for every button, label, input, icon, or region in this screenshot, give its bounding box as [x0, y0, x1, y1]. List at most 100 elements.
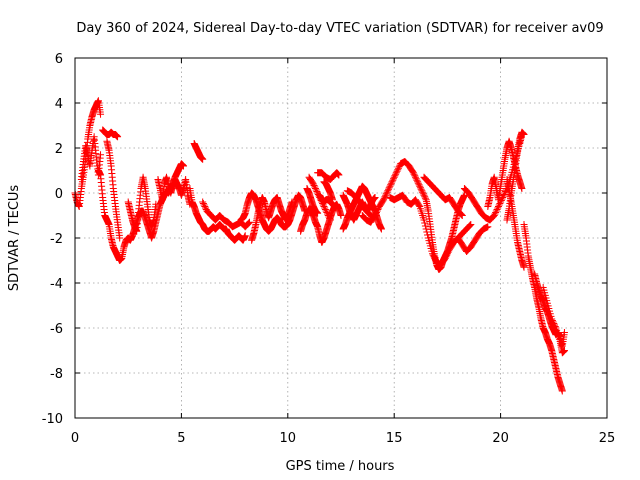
- data-point: [180, 162, 188, 170]
- data-point: [241, 232, 249, 240]
- data-point: [419, 188, 427, 196]
- data-point: [199, 155, 207, 163]
- data-point: [414, 179, 422, 187]
- data-point: [392, 169, 400, 177]
- data-point: [551, 323, 559, 330]
- data-point: [492, 207, 500, 215]
- x-tick-label: 10: [280, 431, 297, 446]
- data-point: [199, 200, 207, 207]
- data-point: [389, 175, 397, 183]
- data-point: [411, 173, 419, 181]
- data-point: [374, 206, 382, 213]
- data-point: [416, 184, 424, 192]
- data-point: [560, 347, 568, 354]
- data-point: [387, 179, 395, 187]
- data-point: [548, 315, 556, 323]
- data-point: [390, 173, 398, 181]
- data-point: [199, 198, 207, 206]
- data-point: [490, 212, 498, 219]
- data-point: [441, 254, 449, 262]
- data-point: [382, 191, 390, 199]
- data-point: [326, 215, 334, 222]
- data-point: [417, 185, 425, 193]
- data-point: [443, 251, 451, 259]
- data-point: [389, 176, 397, 184]
- data-point: [114, 133, 122, 141]
- data-point: [372, 209, 380, 216]
- data-point: [245, 219, 253, 227]
- y-tick-label: -10: [42, 412, 63, 427]
- axis-ticks: 0 5 10 15 20 25 -10 -8 -6 -4 -2 0 2 4 6: [42, 52, 616, 446]
- y-axis-label: SDTVAR / TECUs: [7, 185, 22, 292]
- data-point: [431, 254, 439, 262]
- data-point: [421, 193, 429, 201]
- data-point: [549, 318, 557, 326]
- data-point: [420, 216, 428, 224]
- data-point: [465, 222, 473, 230]
- data-point: [371, 194, 379, 201]
- data-point: [560, 329, 568, 336]
- data-point: [410, 170, 418, 178]
- y-tick-label: 6: [55, 52, 63, 67]
- data-point: [458, 212, 466, 219]
- plot-frame: [74, 57, 608, 419]
- data-point: [328, 196, 336, 204]
- data-point: [429, 250, 437, 258]
- data-point: [201, 203, 209, 210]
- data-point: [443, 250, 451, 258]
- y-tick-label: 2: [55, 142, 63, 157]
- chart-title: Day 360 of 2024, Sidereal Day-to-day VTE…: [76, 21, 603, 36]
- data-point: [411, 172, 419, 180]
- data-point: [309, 180, 317, 188]
- data-point: [520, 131, 528, 138]
- data-point: [371, 212, 379, 219]
- data-point: [385, 184, 393, 192]
- data-point: [498, 195, 506, 203]
- data-point: [415, 201, 423, 209]
- data-point: [518, 185, 526, 192]
- data-point: [493, 206, 501, 213]
- data-point: [322, 207, 330, 215]
- data-point: [444, 248, 452, 256]
- data-series-sdtvar: [71, 97, 568, 395]
- data-point: [202, 204, 210, 212]
- data-point: [422, 225, 430, 233]
- data-point: [412, 175, 420, 183]
- data-point: [288, 198, 296, 206]
- x-tick-label: 25: [599, 431, 616, 446]
- y-tick-label: -4: [50, 277, 63, 292]
- y-tick-label: 4: [55, 97, 63, 112]
- grid-lines: [75, 58, 607, 418]
- data-point: [551, 321, 559, 329]
- data-point: [380, 196, 388, 204]
- data-point: [492, 209, 500, 216]
- data-point: [373, 207, 381, 215]
- data-point: [97, 110, 105, 118]
- data-point: [458, 211, 466, 219]
- data-point: [442, 253, 450, 261]
- data-point: [494, 203, 502, 210]
- data-point: [313, 188, 321, 195]
- data-point: [311, 183, 319, 191]
- data-point: [97, 151, 105, 159]
- data-point: [393, 167, 401, 175]
- data-point: [331, 203, 339, 210]
- data-point: [384, 187, 392, 195]
- data-point: [335, 171, 343, 179]
- data-point: [310, 182, 318, 189]
- data-point: [324, 210, 332, 218]
- data-point: [491, 210, 499, 218]
- data-point: [321, 204, 329, 212]
- data-point: [323, 209, 331, 216]
- data-point: [325, 213, 333, 221]
- data-point: [550, 320, 558, 327]
- data-point: [321, 206, 329, 213]
- data-point: [387, 181, 395, 189]
- data-point: [244, 220, 252, 228]
- data-point: [416, 182, 424, 190]
- data-point: [377, 225, 385, 233]
- x-tick-label: 20: [492, 431, 509, 446]
- data-point: [386, 182, 394, 190]
- y-tick-label: -6: [50, 322, 63, 337]
